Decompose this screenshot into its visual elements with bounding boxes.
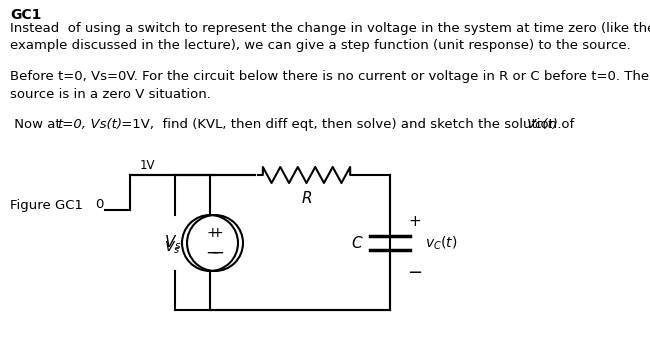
- Text: +: +: [206, 226, 218, 240]
- Text: −: −: [205, 244, 219, 262]
- Text: −: −: [408, 264, 422, 282]
- Text: +: +: [409, 214, 421, 228]
- Text: 0: 0: [95, 199, 103, 212]
- Text: =1V,  find (KVL, then diff eqt, then solve) and sketch the solution of: =1V, find (KVL, then diff eqt, then solv…: [117, 118, 578, 131]
- Text: −: −: [210, 244, 224, 262]
- Text: Before t=0, Vs=0V. For the circuit below there is no current or voltage in R or : Before t=0, Vs=0V. For the circuit below…: [10, 70, 650, 100]
- Text: Instead  of using a switch to represent the change in voltage in the system at t: Instead of using a switch to represent t…: [10, 22, 650, 53]
- Text: 1V: 1V: [140, 159, 155, 172]
- Text: C: C: [352, 236, 362, 251]
- Text: $V_s$: $V_s$: [164, 240, 180, 256]
- Text: t=0,: t=0,: [57, 118, 86, 131]
- Text: Vs(t): Vs(t): [82, 118, 122, 131]
- Text: Vc(t).: Vc(t).: [527, 118, 563, 131]
- Text: R: R: [301, 191, 312, 206]
- Text: $V_s$: $V_s$: [164, 234, 182, 252]
- Text: GC1: GC1: [10, 8, 42, 22]
- Text: $v_C(t)$: $v_C(t)$: [425, 234, 458, 252]
- Text: +: +: [211, 226, 223, 240]
- Text: Now at: Now at: [10, 118, 65, 131]
- Text: Figure GC1: Figure GC1: [10, 199, 83, 212]
